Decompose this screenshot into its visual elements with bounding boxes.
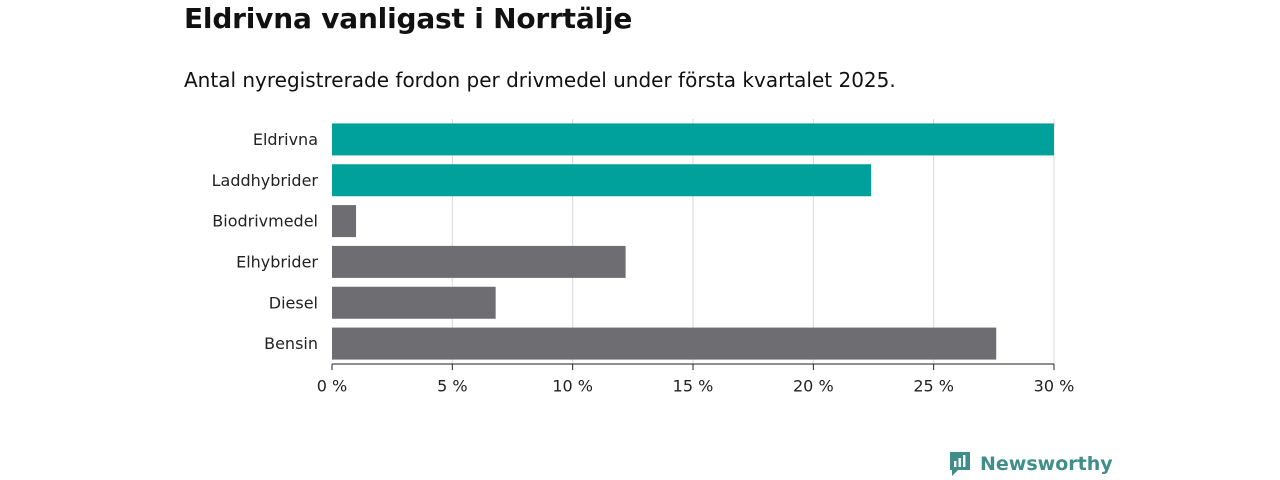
bar-elhybrider	[332, 245, 626, 278]
category-label: Elhybrider	[236, 252, 318, 271]
x-tick-label: 25 %	[913, 377, 954, 396]
x-tick-label: 30 %	[1034, 377, 1075, 396]
bar-biodrivmedel	[332, 205, 357, 238]
x-tick-label: 15 %	[673, 377, 714, 396]
bar-laddhybrider	[332, 164, 872, 197]
bar-diesel	[332, 286, 496, 319]
x-tick-label: 5 %	[437, 377, 467, 396]
bar-eldrivna	[332, 123, 1054, 156]
x-tick-label: 10 %	[552, 377, 593, 396]
category-label: Bensin	[264, 334, 318, 353]
x-tick-label: 20 %	[793, 377, 834, 396]
category-label: Eldrivna	[253, 130, 318, 149]
category-label: Biodrivmedel	[212, 212, 318, 231]
brand-logo: Newsworthy	[948, 450, 1113, 478]
newsworthy-logo-icon	[950, 452, 970, 476]
brand-name: Newsworthy	[980, 452, 1113, 475]
category-label: Laddhybrider	[212, 171, 319, 190]
chart-title: Eldrivna vanligast i Norrtälje	[184, 2, 633, 35]
x-tick-label: 0 %	[317, 377, 347, 396]
chart-subtitle: Antal nyregistrerade fordon per drivmede…	[184, 68, 896, 92]
category-label: Diesel	[269, 293, 318, 312]
bar-bensin	[332, 327, 997, 360]
